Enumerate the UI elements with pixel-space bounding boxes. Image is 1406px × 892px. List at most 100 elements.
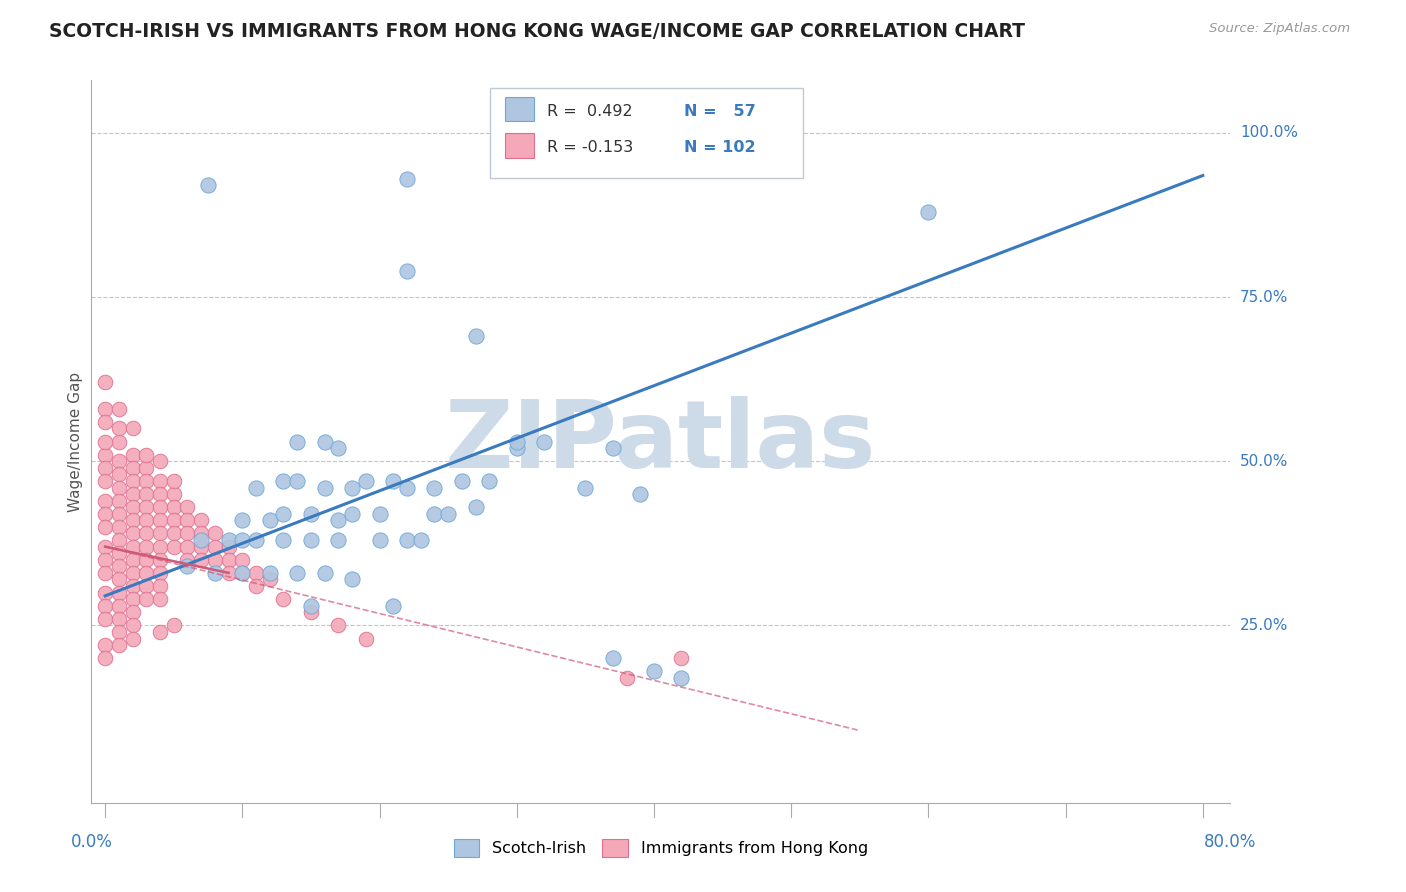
Legend: Scotch-Irish, Immigrants from Hong Kong: Scotch-Irish, Immigrants from Hong Kong (447, 832, 875, 863)
Point (299, 605, 322, 619)
Point (259, 573, 281, 587)
Text: SCOTCH-IRISH VS IMMIGRANTS FROM HONG KONG WAGE/INCOME GAP CORRELATION CHART: SCOTCH-IRISH VS IMMIGRANTS FROM HONG KON… (49, 22, 1025, 41)
Y-axis label: Wage/Income Gap: Wage/Income Gap (67, 371, 83, 512)
Point (395, 533, 418, 547)
Point (163, 513, 186, 527)
Point (368, 507, 391, 521)
Point (135, 500, 157, 515)
Point (149, 566, 172, 580)
Point (121, 526, 143, 541)
Point (190, 533, 212, 547)
Point (121, 500, 143, 515)
Point (395, 481, 418, 495)
Point (163, 540, 186, 554)
Point (190, 540, 212, 554)
Point (299, 533, 322, 547)
Point (121, 632, 143, 646)
Point (176, 559, 198, 574)
Point (108, 454, 131, 468)
Point (108, 559, 131, 574)
Point (231, 566, 253, 580)
Point (314, 566, 336, 580)
Point (149, 454, 172, 468)
Point (340, 507, 363, 521)
Point (245, 579, 267, 593)
Point (94, 540, 117, 554)
Point (245, 566, 267, 580)
Point (135, 579, 157, 593)
Point (135, 474, 157, 488)
Point (328, 618, 350, 632)
Point (149, 540, 172, 554)
Point (245, 533, 267, 547)
Point (121, 618, 143, 632)
FancyBboxPatch shape (505, 97, 534, 121)
Point (135, 592, 157, 607)
Point (121, 540, 143, 554)
Point (190, 513, 212, 527)
Point (671, 651, 693, 665)
Point (218, 553, 240, 567)
Point (163, 526, 186, 541)
Point (94, 638, 117, 652)
Text: ZIPatlas: ZIPatlas (446, 395, 876, 488)
Point (395, 264, 418, 278)
Point (149, 553, 172, 567)
Point (108, 638, 131, 652)
Text: 75.0%: 75.0% (1240, 290, 1288, 304)
Text: 0.0%: 0.0% (70, 833, 112, 851)
Point (121, 579, 143, 593)
Point (149, 592, 172, 607)
Point (506, 434, 529, 449)
Point (135, 487, 157, 501)
Point (176, 513, 198, 527)
Point (135, 553, 157, 567)
FancyBboxPatch shape (505, 133, 534, 158)
Point (917, 204, 939, 219)
Point (135, 460, 157, 475)
Point (671, 671, 693, 685)
Point (190, 553, 212, 567)
Point (94, 474, 117, 488)
Point (218, 540, 240, 554)
Point (354, 474, 377, 488)
Point (94, 566, 117, 580)
Point (149, 526, 172, 541)
Point (94, 434, 117, 449)
Point (176, 540, 198, 554)
Point (259, 513, 281, 527)
Point (135, 513, 157, 527)
Text: Source: ZipAtlas.com: Source: ZipAtlas.com (1209, 22, 1350, 36)
Point (395, 171, 418, 186)
Point (163, 500, 186, 515)
Point (464, 329, 486, 343)
Point (135, 448, 157, 462)
Point (314, 434, 336, 449)
Point (204, 553, 226, 567)
Point (328, 441, 350, 455)
Point (108, 546, 131, 560)
Point (108, 520, 131, 534)
Point (94, 415, 117, 429)
Point (108, 421, 131, 435)
Point (273, 592, 295, 607)
Text: 25.0%: 25.0% (1240, 618, 1288, 633)
Point (149, 579, 172, 593)
Point (218, 533, 240, 547)
Point (231, 566, 253, 580)
Text: N =   57: N = 57 (683, 103, 755, 119)
Text: N = 102: N = 102 (683, 140, 755, 155)
Point (149, 487, 172, 501)
Point (259, 566, 281, 580)
Point (108, 585, 131, 599)
Text: R = -0.153: R = -0.153 (547, 140, 633, 155)
Point (328, 513, 350, 527)
Point (94, 460, 117, 475)
Point (218, 566, 240, 580)
Point (273, 474, 295, 488)
Point (108, 533, 131, 547)
Text: 100.0%: 100.0% (1240, 126, 1298, 140)
Point (354, 632, 377, 646)
Point (204, 566, 226, 580)
Point (382, 599, 405, 613)
